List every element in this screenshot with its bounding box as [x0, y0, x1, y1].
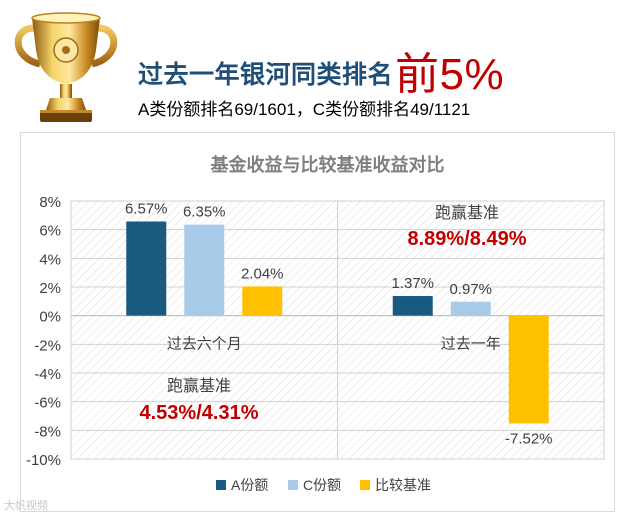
category-label: 过去一年 [441, 336, 501, 353]
returns-bar-chart: 基金收益与比较基准收益对比 8% 6% 4% 2% 0% -2% -4% -6% -8% -10% 6… [26, 154, 605, 493]
annotation-title: 跑赢基准 [435, 204, 499, 222]
y-tick-label: -4% [34, 366, 61, 383]
y-tick-label: 8% [39, 194, 61, 211]
data-label: 1.37% [391, 275, 434, 292]
header: 过去一年银河同类排名前5% A类份额排名69/1601，C类份额排名49/112… [0, 0, 633, 130]
y-tick-label: 4% [39, 251, 61, 268]
data-label: 6.35% [183, 204, 226, 221]
legend-swatch [216, 480, 226, 490]
rank-detail: A类份额排名69/1601，C类份额排名49/1121 [138, 100, 471, 119]
chart-panel: 基金收益与比较基准收益对比 8% 6% 4% 2% 0% -2% -4% -6% -8% -10% 6… [20, 132, 615, 512]
y-tick-label: 0% [39, 309, 61, 326]
headline: 过去一年银河同类排名前5% [138, 32, 505, 99]
data-label: 6.57% [125, 200, 168, 217]
y-tick-label: 6% [39, 223, 61, 240]
annotation-title: 跑赢基准 [167, 377, 231, 395]
legend-label: A份额 [231, 477, 268, 493]
y-tick-label: -10% [26, 452, 61, 469]
bar [242, 286, 283, 316]
bar [508, 315, 549, 424]
data-label: 2.04% [241, 265, 284, 282]
chart-title: 基金收益与比较基准收益对比 [210, 154, 445, 175]
bar [392, 296, 433, 316]
watermark: 大帆视频 [4, 500, 48, 512]
category-label: 过去六个月 [167, 336, 242, 353]
annotation-value: 4.53%/4.31% [140, 402, 259, 424]
y-tick-label: -8% [34, 423, 61, 440]
headline-prefix: 过去一年银河同类排名 [138, 61, 394, 89]
legend-swatch [360, 480, 370, 490]
data-label: -7.52% [505, 430, 553, 447]
y-tick-label: -6% [34, 395, 61, 412]
annotation-value: 8.89%/8.49% [408, 228, 527, 250]
data-label: 0.97% [449, 281, 492, 298]
trophy-icon [14, 12, 118, 122]
bar [450, 301, 491, 316]
y-tick-label: 2% [39, 280, 61, 297]
legend-swatch [288, 480, 298, 490]
bar [184, 224, 225, 316]
y-tick-label: -2% [34, 337, 61, 354]
legend-label: 比较基准 [375, 477, 431, 493]
headline-rank: 前5% [395, 50, 505, 99]
legend-label: C份额 [303, 477, 341, 493]
bar [126, 221, 167, 316]
